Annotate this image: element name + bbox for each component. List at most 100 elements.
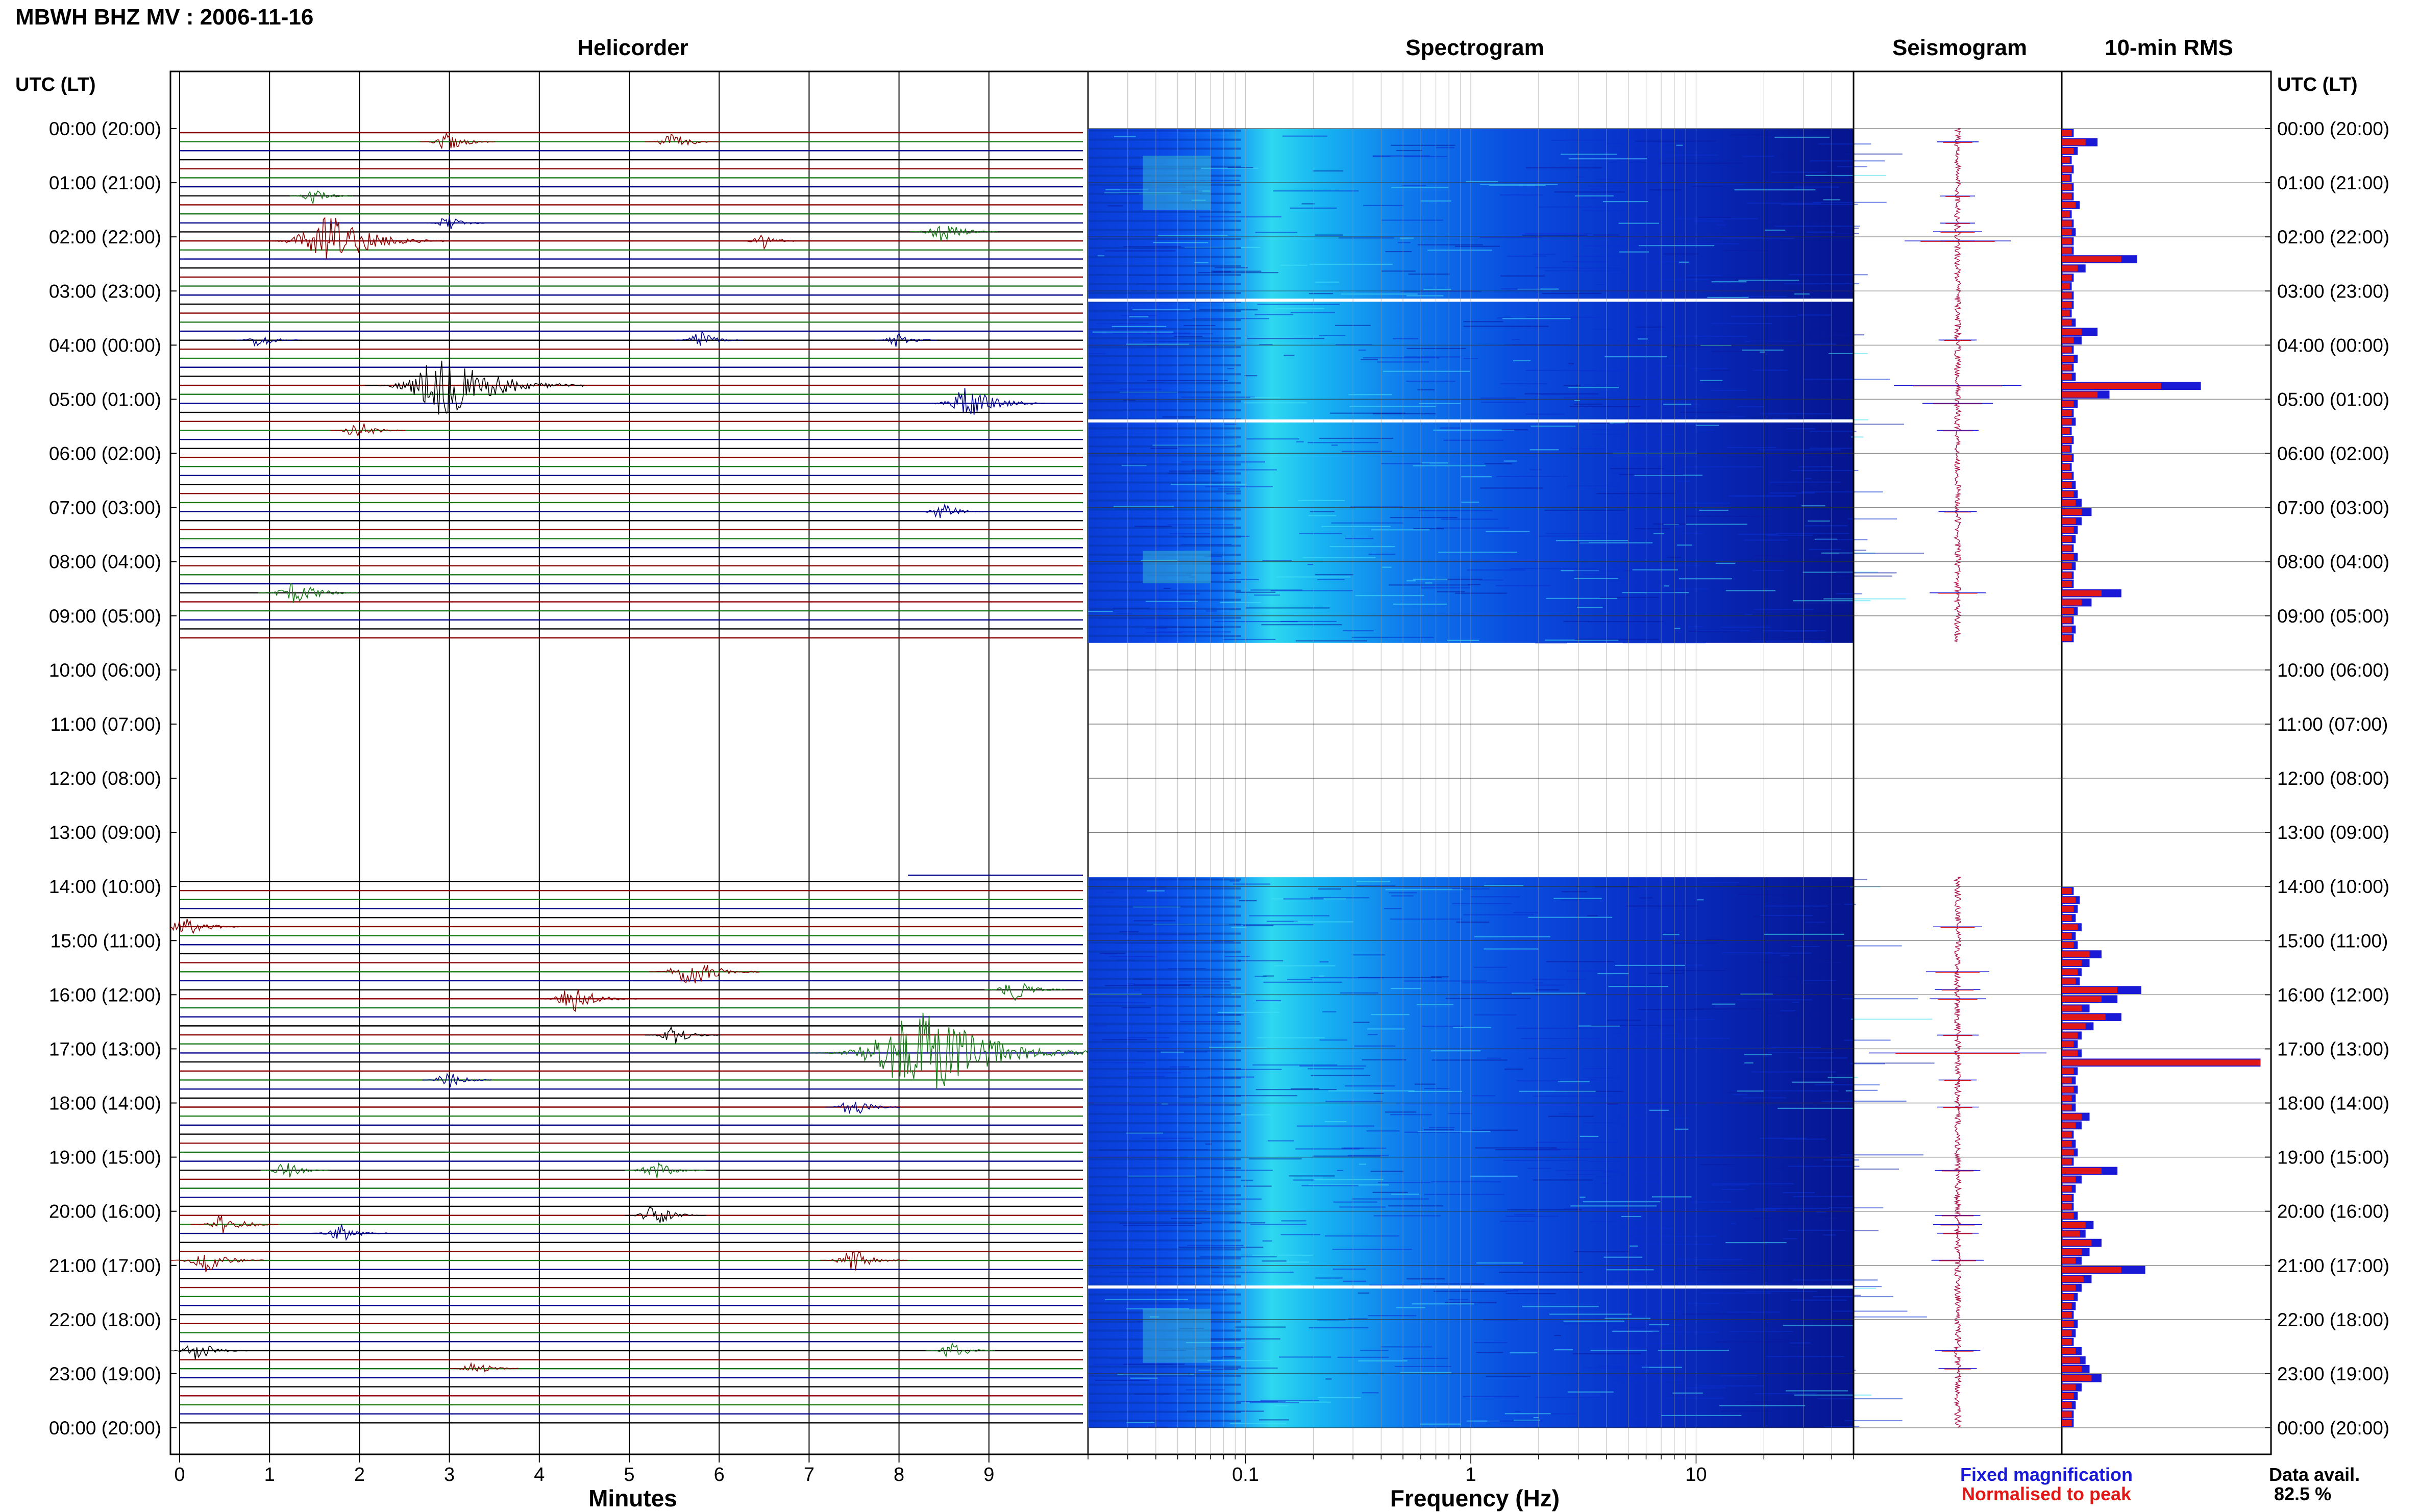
spectrogram-texture bbox=[1652, 1331, 1718, 1333]
spectrogram-texture bbox=[1812, 202, 1887, 203]
rms-bar-normalised bbox=[2062, 1222, 2086, 1228]
spectrogram-texture bbox=[1846, 153, 1903, 155]
spectrogram-texture bbox=[1341, 293, 1418, 295]
spectrogram-texture bbox=[1615, 964, 1685, 966]
spectrogram-stripe bbox=[1088, 969, 1241, 971]
spectrogram-texture bbox=[1754, 916, 1791, 918]
helicorder-event bbox=[261, 217, 445, 259]
spectrogram-texture bbox=[1372, 156, 1447, 157]
spectrogram-texture bbox=[1583, 1201, 1661, 1203]
spectrogram-texture bbox=[1744, 1401, 1794, 1403]
spectrogram-texture bbox=[1095, 1002, 1146, 1003]
spectrogram-texture bbox=[1116, 613, 1132, 614]
helicorder-event bbox=[645, 134, 721, 146]
spectrogram-texture bbox=[1610, 422, 1625, 424]
helicorder-event bbox=[925, 1342, 995, 1358]
spectrogram-texture bbox=[1307, 1068, 1364, 1070]
spectrogram-texture bbox=[1784, 283, 1860, 285]
spectrogram-stripe bbox=[1088, 219, 1241, 222]
hour-label-right: 11:00 (07:00) bbox=[2277, 714, 2388, 735]
spectrogram-texture bbox=[1174, 336, 1203, 337]
rms-bar-normalised bbox=[2062, 581, 2072, 587]
spectrogram-stripe bbox=[1088, 445, 1241, 448]
spectrogram-texture bbox=[1707, 296, 1749, 298]
hour-label-right: 18:00 (14:00) bbox=[2277, 1093, 2389, 1114]
spectrogram-texture bbox=[1791, 1299, 1847, 1301]
spectrogram-stripe bbox=[1088, 1366, 1241, 1368]
rms-bar-normalised bbox=[2062, 229, 2072, 235]
hour-label-right: 14:00 (10:00) bbox=[2277, 876, 2389, 897]
rms-bar-normalised bbox=[2062, 1294, 2074, 1300]
spectrogram-texture bbox=[1765, 905, 1828, 907]
spectrogram-texture bbox=[1526, 316, 1600, 318]
minute-tick-label: 4 bbox=[534, 1464, 545, 1485]
spectrogram-texture bbox=[1486, 1375, 1531, 1377]
rms-bar-normalised bbox=[2062, 292, 2072, 299]
spectrogram-texture bbox=[1275, 308, 1324, 309]
minute-tick-label: 6 bbox=[714, 1464, 725, 1485]
spectrogram-texture bbox=[1324, 1235, 1399, 1237]
spectrogram-texture bbox=[1388, 1205, 1443, 1207]
spectrogram-texture bbox=[1538, 535, 1603, 537]
spectrogram-texture bbox=[1501, 429, 1528, 431]
spectrogram-texture bbox=[1151, 1209, 1207, 1211]
spectrogram-texture bbox=[1619, 1117, 1690, 1119]
spectrogram-texture bbox=[1674, 1128, 1689, 1130]
spectrogram-texture bbox=[1500, 1221, 1535, 1222]
spectrogram-texture bbox=[1100, 953, 1126, 954]
spectrogram-stripe bbox=[1088, 941, 1241, 944]
spectrogram-texture bbox=[1198, 1369, 1212, 1371]
helicorder-event bbox=[260, 1163, 330, 1178]
spectrogram-texture bbox=[1514, 1214, 1535, 1216]
spectrogram-stripe bbox=[1088, 1266, 1241, 1269]
spectrogram-texture bbox=[1755, 1208, 1781, 1210]
spectrogram-texture bbox=[1621, 1216, 1642, 1218]
spectrogram-texture bbox=[1093, 1062, 1146, 1063]
spectrogram-texture bbox=[1353, 954, 1386, 956]
spectrogram-texture bbox=[1126, 343, 1189, 345]
spectrogram-texture bbox=[1795, 458, 1828, 460]
spectrogram-texture bbox=[1235, 1326, 1286, 1328]
spectrogram-texture bbox=[1702, 882, 1740, 883]
spectrogram-texture bbox=[1576, 176, 1585, 178]
spectrogram-texture bbox=[1366, 1130, 1400, 1132]
rms-bar-normalised bbox=[2062, 184, 2072, 190]
spectrogram-texture bbox=[1319, 961, 1329, 963]
spectrogram-texture bbox=[1504, 1069, 1523, 1070]
hour-label-left: 09:00 (05:00) bbox=[49, 606, 161, 627]
spectrogram-texture bbox=[1564, 1208, 1632, 1209]
spectrogram-texture bbox=[1356, 881, 1390, 882]
spectrogram-texture bbox=[1783, 1325, 1854, 1326]
spectrogram-stripe bbox=[1088, 1176, 1241, 1178]
helicorder-event bbox=[364, 358, 585, 415]
spectrogram-stripe bbox=[1088, 165, 1241, 168]
spectrogram-texture bbox=[1097, 255, 1104, 257]
spectrogram-texture bbox=[1373, 1093, 1384, 1094]
spectrogram-texture bbox=[1164, 587, 1171, 589]
spectrogram-texture bbox=[1789, 274, 1868, 276]
spectrogram-texture bbox=[1784, 334, 1864, 336]
spectrogram-texture bbox=[1642, 154, 1718, 156]
rms-bar-normalised bbox=[2062, 130, 2072, 136]
spectrogram-texture bbox=[1205, 610, 1217, 612]
spectrogram-texture bbox=[1466, 181, 1498, 183]
spectrogram-texture bbox=[1418, 244, 1483, 245]
spectrogram-texture bbox=[1186, 1342, 1246, 1344]
rms-bar-normalised bbox=[2062, 1240, 2092, 1246]
spectrogram-stripe bbox=[1088, 535, 1241, 538]
spectrogram-texture bbox=[1218, 1011, 1279, 1013]
spectrogram-texture bbox=[1832, 1370, 1856, 1371]
spectrogram-texture bbox=[1682, 466, 1763, 467]
spectrogram-texture bbox=[1690, 941, 1706, 943]
spectrogram-texture bbox=[1141, 559, 1177, 561]
spectrogram-texture bbox=[1622, 642, 1706, 643]
spectrogram-texture bbox=[1123, 1225, 1195, 1226]
spectrogram-texture bbox=[1257, 304, 1340, 305]
spectrogram-texture bbox=[1214, 621, 1298, 623]
hour-label-right: 05:00 (01:00) bbox=[2277, 389, 2389, 410]
spectrogram-texture bbox=[1310, 977, 1384, 979]
spectrogram-texture bbox=[1222, 638, 1276, 640]
spectrogram-texture bbox=[1841, 228, 1859, 229]
spectrogram-texture bbox=[1145, 628, 1167, 629]
spectrogram-texture bbox=[1762, 630, 1826, 632]
